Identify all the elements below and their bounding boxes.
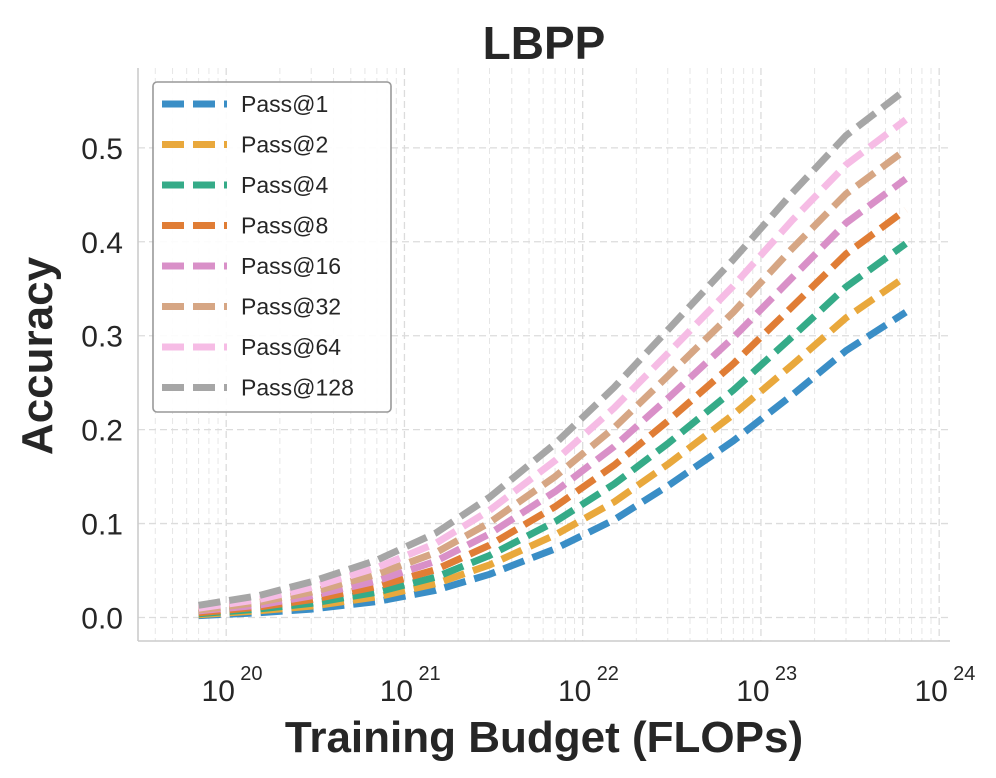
x-tick-base: 10 [202, 675, 235, 708]
x-tick-exponent: 21 [418, 663, 440, 685]
y-tick-labels: 0.0 0.1 0.2 0.3 0.4 0.5 [81, 133, 123, 636]
legend-item: Pass@4 [162, 172, 328, 198]
legend: Pass@1 Pass@2 Pass@4 Pass@8 Pass@16 Pass@32 Pa… [152, 81, 392, 413]
x-tick-exponent: 20 [240, 663, 262, 685]
legend-item: Pass@32 [162, 294, 341, 320]
x-axis-title: Training Budget (FLOPs) [285, 713, 803, 762]
x-tick-label: 10 22 [558, 663, 619, 708]
legend-label: Pass@2 [241, 132, 328, 158]
x-tick-label: 10 24 [914, 663, 975, 708]
x-tick-base: 10 [914, 675, 947, 708]
series-line-pass32 [198, 146, 908, 614]
legend-label: Pass@1 [241, 91, 328, 117]
legend-label: Pass@64 [241, 334, 341, 360]
y-tick-label: 0.5 [81, 133, 123, 166]
series-line-pass16 [198, 175, 908, 615]
legend-item: Pass@2 [162, 132, 328, 158]
legend-item: Pass@1 [162, 91, 328, 117]
y-tick-label: 0.2 [81, 415, 123, 448]
y-tick-label: 0.3 [81, 321, 123, 354]
y-axis-title: Accuracy [13, 256, 62, 455]
x-tick-base: 10 [380, 675, 413, 708]
series-line-pass8 [198, 206, 908, 617]
y-tick-label: 0.1 [81, 509, 123, 542]
x-tick-base: 10 [558, 675, 591, 708]
y-tick-label: 0.0 [81, 603, 123, 636]
legend-label: Pass@128 [241, 375, 354, 401]
series-lines [198, 86, 908, 620]
series-line-pass4 [198, 240, 908, 618]
x-tick-label: 10 23 [736, 663, 797, 708]
legend-label: Pass@4 [241, 172, 328, 198]
legend-item: Pass@16 [162, 253, 341, 279]
x-tick-exponent: 22 [597, 663, 619, 685]
legend-item: Pass@64 [162, 334, 341, 360]
series-line-pass64 [198, 116, 908, 612]
legend-label: Pass@32 [241, 294, 341, 320]
x-tick-exponent: 24 [953, 663, 975, 685]
x-tick-exponent: 23 [775, 663, 797, 685]
legend-item: Pass@8 [162, 213, 328, 239]
legend-label: Pass@16 [241, 253, 341, 279]
x-tick-base: 10 [736, 675, 769, 708]
legend-item: Pass@128 [162, 375, 354, 401]
legend-label: Pass@8 [241, 213, 328, 239]
legend-frame [152, 81, 392, 413]
chart-title: LBPP [483, 17, 606, 69]
y-tick-label: 0.4 [81, 227, 123, 260]
